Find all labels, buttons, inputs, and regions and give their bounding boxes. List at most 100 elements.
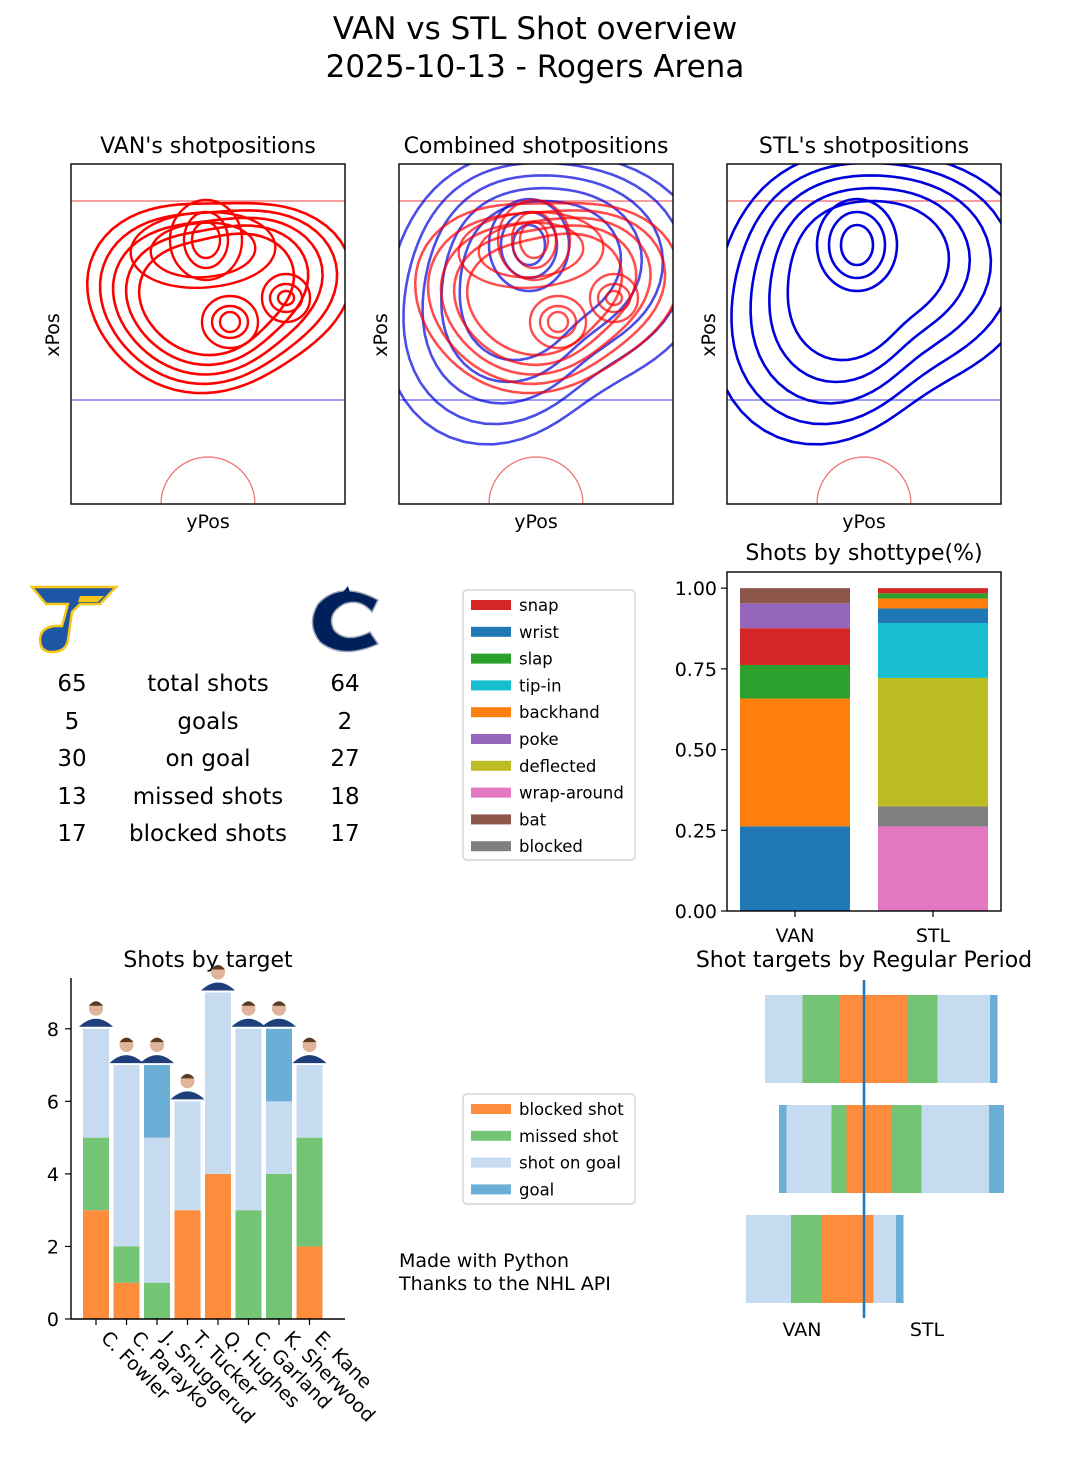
- period-bar-segment: [779, 1105, 787, 1193]
- shottype-bar-segment: [740, 628, 850, 665]
- stl-density-contour: [768, 186, 972, 384]
- stat-right: 17: [330, 821, 360, 847]
- stat-left: 5: [64, 708, 80, 735]
- stl-density-contour: [727, 164, 1001, 446]
- van-density-contour: [182, 210, 230, 270]
- legend-swatch: [471, 600, 511, 610]
- van-density-contour: [496, 198, 572, 282]
- player-avatar: [170, 1073, 205, 1100]
- rink-panel-ylabel: xPos: [370, 313, 392, 357]
- period-bar-segment: [937, 995, 990, 1083]
- faceoff-circle: [488, 456, 584, 504]
- van-density-contour: [190, 220, 222, 260]
- shottype-chart: snap wrist slap tip-in backhand poke deflected…: [462, 541, 1002, 947]
- period-bar-segment: [907, 995, 938, 1083]
- credit-line-1: Made with Python: [399, 1250, 570, 1272]
- target-bar-segment: [296, 1246, 323, 1319]
- van-density-contour: [596, 282, 632, 314]
- rink-panel-xlabel: yPos: [186, 511, 230, 533]
- legend-swatch: [471, 1104, 511, 1114]
- legend-label: backhand: [519, 703, 600, 722]
- van-density-contour: [604, 289, 624, 307]
- target-bar-segment: [144, 1282, 170, 1319]
- target-ytick: 4: [47, 1164, 59, 1186]
- shottype-ytick: 1.00: [675, 578, 717, 600]
- period-bar-segment: [765, 995, 803, 1083]
- van-density-contour: [457, 211, 605, 289]
- shottype-bar-segment: [740, 603, 850, 629]
- period-title: Shot targets by Regular Period: [696, 948, 1032, 973]
- period-bar-segment: [891, 1105, 922, 1193]
- van-density-contour: [85, 201, 345, 395]
- shottype-bar-segment: [878, 677, 988, 807]
- stl-blues-note-logo: [29, 585, 119, 654]
- legend-swatch: [471, 626, 511, 637]
- shottype-ytick: 0.50: [675, 740, 717, 762]
- shottype-ytick: 0.75: [675, 659, 717, 681]
- legend-swatch: [471, 1130, 511, 1141]
- van-density-contour: [124, 224, 310, 367]
- legend-swatch: [471, 1184, 511, 1195]
- target-bar-segment: [205, 992, 231, 1174]
- target-ytick: 0: [47, 1309, 59, 1331]
- target-bar-segment: [144, 1137, 170, 1283]
- van-density-contour: [268, 282, 304, 314]
- player-avatar: [201, 965, 235, 991]
- period-chart: Shot targets by Regular Period VAN STL: [696, 948, 1032, 1341]
- stl-density-contour: [827, 210, 887, 280]
- period-bar-segment: [831, 1105, 847, 1193]
- legend-frame: [462, 1093, 636, 1205]
- rink-panel-frame: [70, 163, 346, 505]
- target-title: Shots by target: [123, 948, 293, 973]
- target-bar-segment: [266, 1028, 292, 1102]
- shottype-bar-segment: [878, 593, 988, 599]
- legend-label: bat: [519, 810, 547, 829]
- shottype-bar-segment: [740, 698, 850, 827]
- period-label-van: VAN: [783, 1319, 822, 1341]
- stl-density-contour: [402, 164, 673, 426]
- stl-density-contour: [815, 197, 899, 293]
- van-density-contour: [518, 220, 550, 260]
- target-bar-segment: [144, 1065, 170, 1138]
- van-density-contour: [510, 210, 558, 270]
- figure-title-line2: 2025-10-13 - Rogers Arena: [325, 49, 745, 85]
- stat-label: total shots: [147, 671, 269, 697]
- legend-swatch: [471, 734, 511, 744]
- stl-density-contour: [458, 199, 623, 362]
- period-bar-segment: [921, 1105, 989, 1193]
- faceoff-circle: [160, 456, 256, 504]
- van-density-contour: [452, 224, 638, 367]
- shottype-bar-segment: [878, 598, 988, 609]
- legend-label: goal: [519, 1180, 554, 1199]
- period-bar-segment: [896, 1215, 904, 1303]
- rink-panel-ylabel: xPos: [698, 313, 720, 357]
- rink-panel-frame: [398, 163, 674, 505]
- van-density-contour: [218, 310, 242, 334]
- target-bar-segment: [83, 1028, 109, 1138]
- rink-panel-title: STL's shotpositions: [759, 134, 969, 159]
- stat-left: 65: [57, 671, 87, 697]
- van-density-contour: [260, 272, 312, 324]
- period-bar-segment: [786, 1105, 832, 1193]
- rink-panel-3: STL's shotpositions yPos xPos: [698, 134, 1002, 533]
- legend-label: shot on goal: [519, 1154, 621, 1173]
- target-bar-segment: [266, 1101, 292, 1174]
- stat-label: missed shots: [132, 783, 284, 810]
- player-avatar: [109, 1037, 144, 1064]
- legend-label: wrist: [519, 623, 559, 642]
- shottype-frame: [726, 571, 1002, 912]
- legend-swatch: [471, 707, 511, 718]
- van-density-contour: [168, 198, 244, 282]
- shottype-bar-segment: [878, 826, 988, 911]
- period-bar-segment: [873, 1215, 896, 1303]
- target-bar-segment: [113, 1246, 140, 1283]
- legend-label: snap: [519, 596, 559, 615]
- stl-density-contour: [749, 174, 993, 405]
- player-avatar: [140, 1037, 174, 1064]
- period-bar-segment: [821, 1215, 874, 1303]
- legend-label: wrap-around: [519, 784, 624, 803]
- shottype-xtick: STL: [916, 925, 951, 947]
- stl-density-contour: [399, 164, 673, 446]
